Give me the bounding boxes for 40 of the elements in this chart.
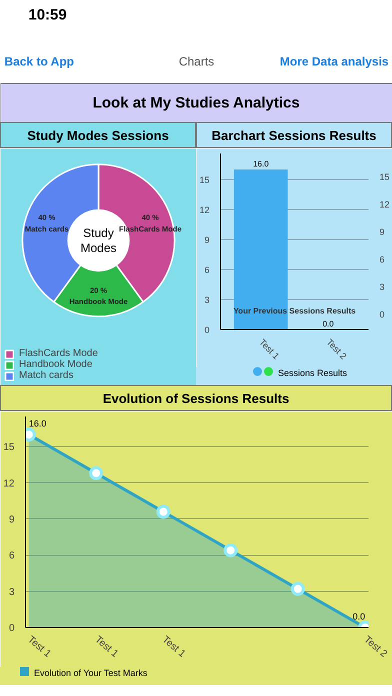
chart-title: Barchart Sessions Results xyxy=(212,127,376,145)
text: 0.0 xyxy=(322,320,334,328)
legend-label: FlashCards Mode xyxy=(19,348,98,359)
x-tick-label: Test 1 xyxy=(92,634,120,660)
text: More Data analysis xyxy=(280,54,389,68)
text: Back to App xyxy=(4,54,74,68)
y-tick-label: 0 xyxy=(204,325,210,335)
y-tick-label: 3 xyxy=(204,295,210,305)
legend-label: Handbook Mode xyxy=(19,359,92,370)
text: Sessions Results xyxy=(278,368,348,378)
y-tick-label: 0 xyxy=(8,623,15,634)
y2-tick-label: 6 xyxy=(380,254,385,264)
legend-label: Evolution of Your Test Marks xyxy=(34,668,148,678)
text: 16.0 xyxy=(253,160,269,168)
text: 10:59 xyxy=(28,6,67,24)
chart-title: Evolution of Sessions Results xyxy=(102,390,290,408)
text: Study Modes xyxy=(80,226,117,255)
y-tick-label: 15 xyxy=(199,175,210,185)
y-tick-label: 12 xyxy=(3,478,15,490)
legend-label: Match cards xyxy=(19,370,74,381)
y-tick-label: 6 xyxy=(8,550,15,562)
text: 0.0 xyxy=(352,612,366,622)
y-tick-label: 12 xyxy=(199,205,210,215)
x-tick-label: Test 2 xyxy=(362,634,390,660)
chart-title: Study Modes Sessions xyxy=(27,127,169,145)
y-tick-label: 9 xyxy=(8,514,15,526)
y-tick-label: 15 xyxy=(3,442,15,454)
text: Charts xyxy=(178,54,214,68)
y-tick-label: 3 xyxy=(8,586,15,598)
y2-tick-label: 15 xyxy=(380,172,390,182)
y2-tick-label: 3 xyxy=(380,282,385,292)
y2-tick-label: 0 xyxy=(380,309,385,320)
text: Look at My Studies Analytics xyxy=(92,94,300,112)
x-tick-label: Test 1 xyxy=(160,634,188,660)
y-tick-label: 9 xyxy=(204,235,210,245)
x-tick-label: Test 1 xyxy=(25,634,54,660)
y2-tick-label: 12 xyxy=(380,199,390,210)
y-tick-label: 6 xyxy=(204,265,210,275)
text: 16.0 xyxy=(28,418,46,429)
y2-tick-label: 9 xyxy=(380,226,385,237)
